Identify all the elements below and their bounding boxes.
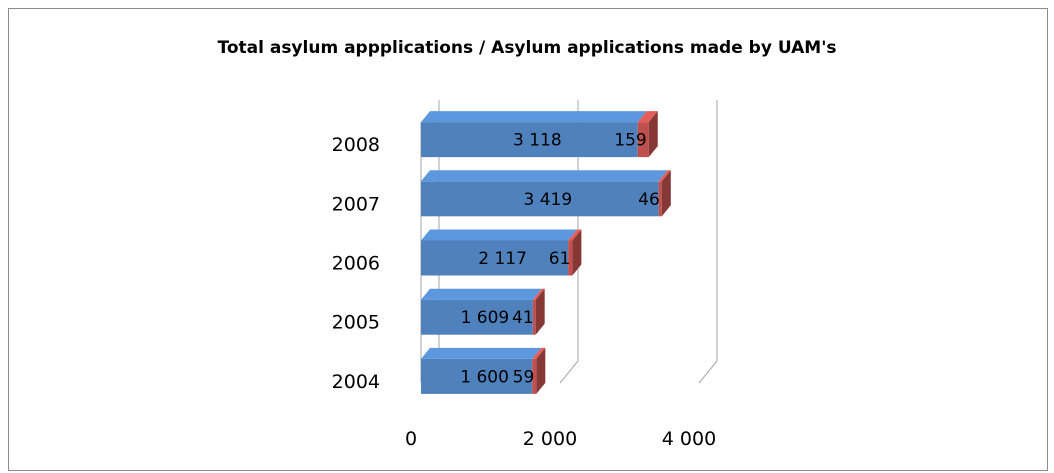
- bar-top-2006-s2: [568, 229, 582, 241]
- bar-side-2007: [661, 170, 671, 217]
- bar-front-2008-s2: [637, 122, 649, 158]
- category-label-2004: 2004: [332, 371, 380, 393]
- bar-side-2004: [536, 347, 546, 394]
- data-label-2007-s1: 3 419: [523, 190, 572, 210]
- bar-side-2008: [648, 111, 658, 158]
- data-label-2007-s2: 46: [638, 190, 660, 210]
- value-tick-label-1: 2 000: [523, 428, 577, 450]
- floor-gridline-1: [559, 360, 579, 384]
- bar-top-2005-s1: [421, 288, 542, 300]
- chart-title: Total asylum appplications / Asylum appl…: [217, 38, 837, 58]
- value-tick-label-0: 0: [405, 428, 417, 450]
- bar-front-2007-s2: [658, 181, 662, 217]
- bar-front-2008-s1: [421, 122, 638, 158]
- category-label-2008: 2008: [332, 134, 380, 156]
- bar-front-2006-s1: [421, 240, 569, 276]
- bar-front-2006-s2: [568, 240, 573, 276]
- category-label-2005: 2005: [332, 312, 380, 334]
- bar-front-2007-s1: [421, 181, 659, 217]
- bar-top-2008-s2: [637, 111, 658, 123]
- bar-front-2004-s1: [421, 358, 533, 394]
- bar-top-2005-s2: [532, 288, 545, 300]
- bar-top-2007-s1: [421, 170, 668, 182]
- bar-top-2004-s1: [421, 347, 542, 359]
- bar-top-2004-s2: [532, 347, 546, 359]
- bar-side-2005: [535, 288, 545, 335]
- floor-gridline-2: [698, 360, 718, 384]
- data-label-2008-s1: 3 118: [513, 131, 562, 151]
- bar-front-2005-s1: [421, 299, 533, 335]
- data-label-2008-s2: 159: [614, 131, 646, 151]
- data-label-2004-s2: 59: [513, 367, 535, 387]
- value-tick-label-2: 4 000: [662, 428, 716, 450]
- data-label-2006-s2: 61: [549, 249, 571, 269]
- data-label-2004-s1: 1 600: [460, 367, 509, 387]
- data-label-2005-s2: 41: [512, 308, 534, 328]
- bar-front-2005-s2: [532, 299, 536, 335]
- category-label-2007: 2007: [332, 193, 380, 215]
- data-label-2006-s1: 2 117: [478, 249, 527, 269]
- category-label-2006: 2006: [332, 253, 380, 275]
- bar-top-2007-s2: [658, 170, 671, 182]
- bar-top-2006-s1: [421, 229, 578, 241]
- bar-top-2008-s1: [421, 111, 647, 123]
- data-label-2005-s1: 1 609: [461, 308, 510, 328]
- bar-front-2004-s2: [532, 358, 537, 394]
- bar-side-2006: [572, 229, 582, 276]
